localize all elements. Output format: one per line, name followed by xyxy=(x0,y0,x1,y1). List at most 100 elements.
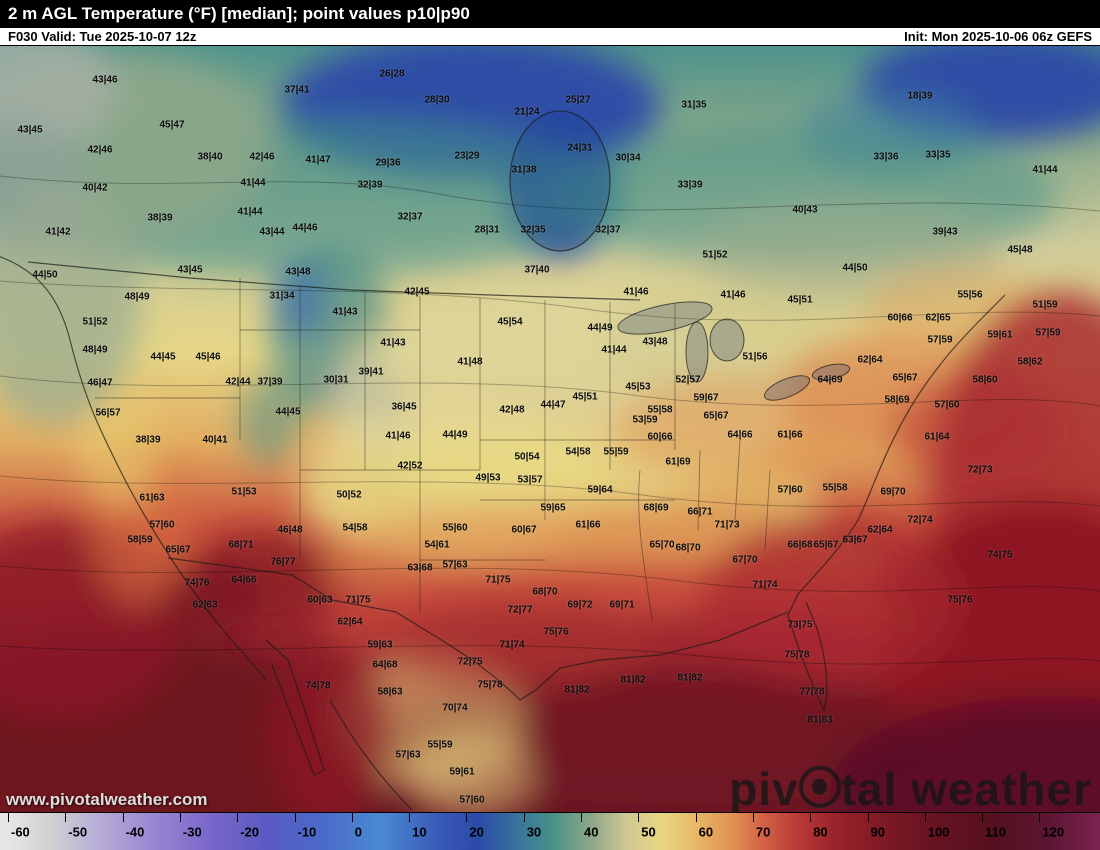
colorbar-tick-label: 100 xyxy=(927,824,950,839)
point-value-label: 55|56 xyxy=(957,289,983,301)
point-value-label: 75|78 xyxy=(784,649,810,661)
point-value-label: 24|31 xyxy=(567,142,593,154)
temperature-map[interactable]: 43|46 37|41 26|28 28|30 21|24 25|27 31|35 18|39… xyxy=(0,46,1100,812)
colorbar-tick-label: 90 xyxy=(870,824,885,839)
point-value-label: 21|24 xyxy=(514,106,540,118)
point-value-label: 37|41 xyxy=(284,84,310,96)
point-value-label: 39|43 xyxy=(932,226,958,238)
point-value-label: 57|63 xyxy=(395,749,421,761)
point-value-label: 62|64 xyxy=(867,524,893,536)
colorbar-tick xyxy=(1039,813,1041,822)
point-value-label: 59|63 xyxy=(367,639,393,651)
state-borders xyxy=(95,278,771,621)
point-value-label: 41|43 xyxy=(332,306,358,318)
colorbar-tick-label: 120 xyxy=(1042,824,1065,839)
point-value-label: 59|64 xyxy=(587,484,613,496)
colorbar-tick-label: -30 xyxy=(182,824,202,839)
point-value-label: 58|63 xyxy=(377,686,403,698)
point-value-label: 55|60 xyxy=(442,522,468,534)
point-value-label: 65|67 xyxy=(892,372,918,384)
map-title-bar: 2 m AGL Temperature (°F) [median]; point… xyxy=(0,0,1100,28)
point-value-label: 61|69 xyxy=(665,456,691,468)
colorbar-tick-label: -20 xyxy=(240,824,259,839)
point-value-label: 60|67 xyxy=(511,524,537,536)
point-value-label: 59|61 xyxy=(987,329,1013,341)
point-value-label: 75|78 xyxy=(477,679,503,691)
point-value-label: 38|39 xyxy=(135,434,161,446)
point-value-label: 72|74 xyxy=(907,514,933,526)
point-value-label: 37|40 xyxy=(524,264,550,276)
point-value-label: 42|44 xyxy=(225,376,251,388)
point-value-label: 45|47 xyxy=(159,119,185,131)
contour-lines xyxy=(0,175,1100,665)
colorbar-tick xyxy=(351,813,353,822)
point-value-label: 65|67 xyxy=(703,410,729,422)
point-value-label: 54|61 xyxy=(424,539,450,551)
logo-text-right: tal weather xyxy=(840,763,1092,812)
point-value-label: 33|36 xyxy=(873,151,899,163)
point-value-label: 61|63 xyxy=(139,492,165,504)
point-value-label: 28|31 xyxy=(474,224,500,236)
colorbar-tick xyxy=(65,813,67,822)
point-value-label: 71|73 xyxy=(714,519,740,531)
point-value-label: 41|46 xyxy=(385,430,411,442)
point-value-label: 49|53 xyxy=(475,472,501,484)
point-value-label: 28|30 xyxy=(424,94,450,106)
point-value-label: 65|70 xyxy=(649,539,675,551)
temperature-field xyxy=(0,46,1100,812)
point-value-label: 38|40 xyxy=(197,151,223,163)
colorbar-tick-label: -60 xyxy=(11,824,30,839)
point-value-label: 81|82 xyxy=(620,674,646,686)
point-value-label: 45|54 xyxy=(497,316,523,328)
point-value-label: 68|69 xyxy=(643,502,669,514)
point-value-label: 31|38 xyxy=(511,164,537,176)
colorbar-tick xyxy=(752,813,754,822)
point-value-label: 57|59 xyxy=(927,334,953,346)
colorbar-tick-label: 110 xyxy=(985,824,1007,839)
forecast-valid-time: F030 Valid: Tue 2025-10-07 12z xyxy=(8,29,197,44)
point-value-label: 57|60 xyxy=(149,519,175,531)
point-value-label: 37|39 xyxy=(257,376,283,388)
colorbar-tick xyxy=(982,813,984,822)
point-value-label: 58|62 xyxy=(1017,356,1043,368)
point-value-label: 43|45 xyxy=(17,124,43,136)
point-value-label: 26|28 xyxy=(379,68,405,80)
pivotal-weather-logo: piv tal weather xyxy=(729,763,1092,812)
point-value-label: 55|59 xyxy=(603,446,629,458)
point-value-label: 55|58 xyxy=(647,404,673,416)
point-value-label: 45|48 xyxy=(1007,244,1033,256)
site-url-watermark: www.pivotalweather.com xyxy=(6,790,208,809)
colorbar-tick-label: 30 xyxy=(526,824,542,839)
point-value-label: 61|66 xyxy=(777,429,803,441)
point-value-label: 51|59 xyxy=(1032,299,1058,311)
valid-time-bar: F030 Valid: Tue 2025-10-07 12z Init: Mon… xyxy=(0,28,1100,46)
point-value-label: 68|70 xyxy=(532,586,558,598)
point-value-label: 68|71 xyxy=(228,539,254,551)
colorbar-tick xyxy=(409,813,411,822)
point-value-label: 45|53 xyxy=(625,381,651,393)
point-value-label: 81|82 xyxy=(564,684,590,696)
point-value-label: 36|45 xyxy=(391,401,417,413)
colorbar-tick-label: 50 xyxy=(641,824,656,839)
colorbar-tick xyxy=(122,813,124,822)
colorbar-tick xyxy=(466,813,468,822)
point-value-label: 64|69 xyxy=(817,374,843,386)
point-value-label: 65|67 xyxy=(165,544,191,556)
point-value-label: 60|66 xyxy=(647,431,673,443)
point-value-label: 30|34 xyxy=(615,152,641,164)
colorbar-tick-label: 60 xyxy=(698,824,714,839)
point-value-label: 42|46 xyxy=(249,151,275,163)
point-value-label: 46|48 xyxy=(277,524,303,536)
colorbar-tick-label: 20 xyxy=(469,824,484,839)
point-value-label: 42|52 xyxy=(397,460,423,472)
point-value-label: 25|27 xyxy=(565,94,591,106)
point-value-label: 64|68 xyxy=(372,659,398,671)
point-value-label: 45|51 xyxy=(572,391,598,403)
point-value-label: 18|39 xyxy=(907,90,933,102)
point-value-label: 61|64 xyxy=(924,431,950,443)
point-value-label: 41|44 xyxy=(1032,164,1058,176)
point-value-label: 72|77 xyxy=(507,604,533,616)
point-value-label: 75|76 xyxy=(947,594,973,606)
point-value-label: 57|60 xyxy=(777,484,803,496)
point-value-label: 31|35 xyxy=(681,99,707,111)
